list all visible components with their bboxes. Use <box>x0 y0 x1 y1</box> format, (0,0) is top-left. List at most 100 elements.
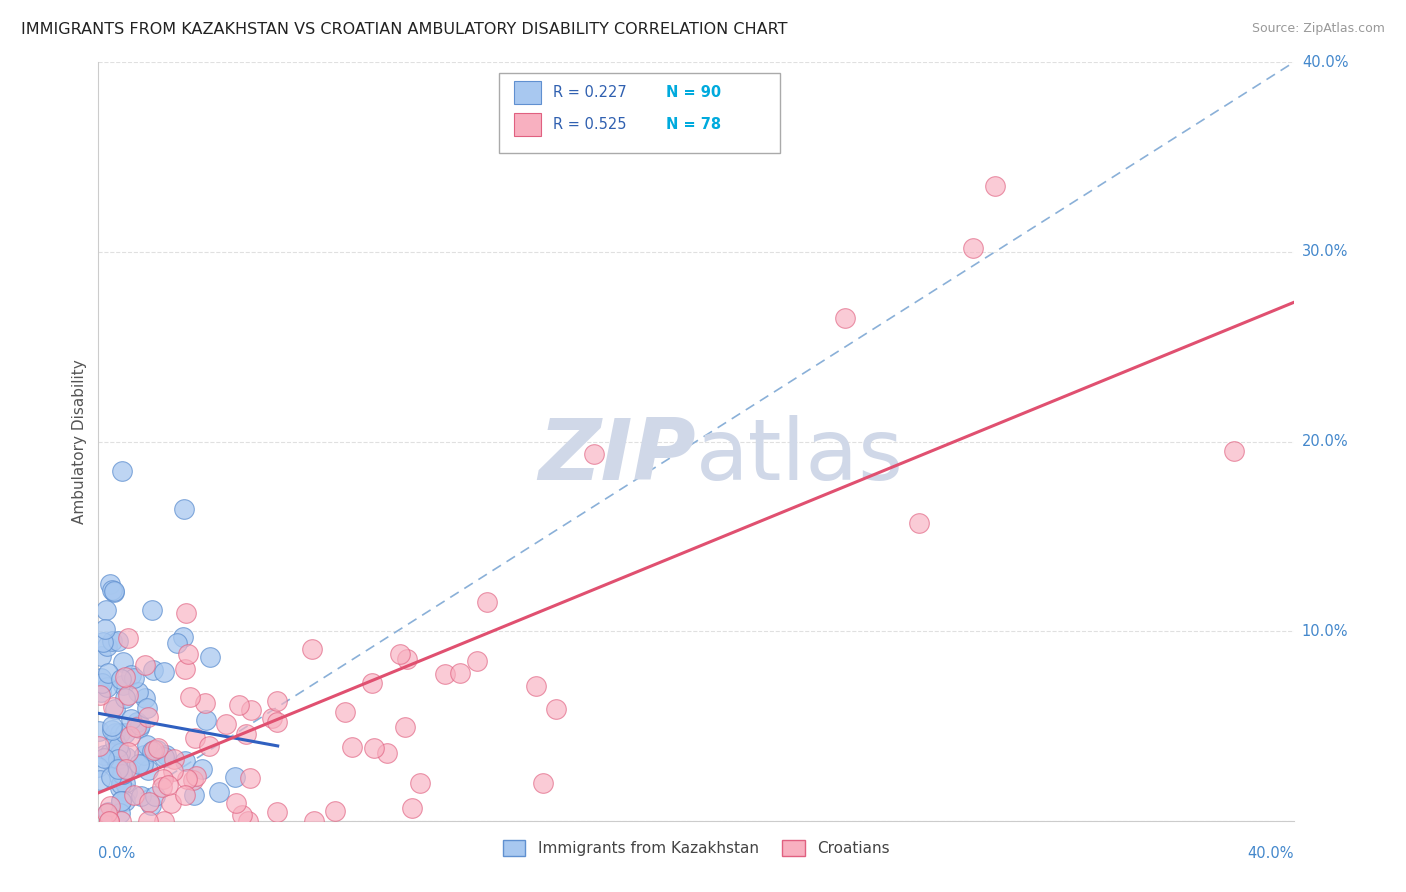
Point <box>115 762 138 776</box>
Text: 0.0%: 0.0% <box>98 846 135 861</box>
Point <box>107 634 129 648</box>
Point <box>96 640 118 654</box>
Point <box>103 584 125 599</box>
Point <box>132 747 155 762</box>
Point <box>107 739 129 754</box>
Point <box>111 767 134 781</box>
Point <box>100 755 122 769</box>
Point <box>174 662 197 676</box>
Point <box>194 713 217 727</box>
Point <box>240 703 263 717</box>
Point <box>98 814 121 828</box>
Point <box>142 742 165 756</box>
Point <box>323 804 346 818</box>
Point <box>266 714 288 729</box>
Point <box>112 678 135 692</box>
Point <box>155 748 177 763</box>
Point <box>340 740 363 755</box>
Point <box>114 725 136 739</box>
FancyBboxPatch shape <box>499 73 780 153</box>
Point <box>194 696 217 710</box>
Point <box>173 501 195 516</box>
Point <box>198 649 221 664</box>
Point <box>260 711 283 725</box>
Point <box>141 603 163 617</box>
Point <box>111 767 134 781</box>
Point <box>89 688 111 702</box>
Point <box>198 739 221 754</box>
Point <box>100 770 122 784</box>
Point <box>114 670 136 684</box>
Point <box>224 770 246 784</box>
Point <box>145 789 167 804</box>
Point <box>152 814 174 828</box>
Point <box>239 771 262 785</box>
Point <box>174 788 197 802</box>
Point <box>363 741 385 756</box>
Point <box>166 636 188 650</box>
Point <box>235 727 257 741</box>
Point <box>173 754 195 768</box>
Point <box>141 744 163 758</box>
Point <box>176 772 198 787</box>
Point <box>434 666 457 681</box>
Point <box>962 241 984 255</box>
Point <box>146 742 169 756</box>
Point <box>177 647 200 661</box>
Point <box>94 602 117 616</box>
Point <box>87 759 110 773</box>
Point <box>110 672 132 686</box>
Point <box>104 735 127 749</box>
Text: N = 90: N = 90 <box>666 86 721 100</box>
Point <box>90 648 112 663</box>
Point <box>124 788 146 802</box>
Point <box>128 718 150 732</box>
Point <box>157 778 180 792</box>
Point <box>266 694 288 708</box>
Point <box>546 702 568 716</box>
Text: atlas: atlas <box>696 415 904 499</box>
Point <box>115 750 138 764</box>
Point <box>111 464 134 478</box>
Text: N = 78: N = 78 <box>666 117 721 132</box>
Point <box>183 788 205 802</box>
Point <box>118 763 141 777</box>
Point <box>93 747 115 762</box>
Point <box>152 772 174 786</box>
Point <box>152 665 174 680</box>
Point <box>401 800 423 814</box>
Point <box>124 720 146 734</box>
Point <box>120 712 142 726</box>
Text: 40.0%: 40.0% <box>1302 55 1348 70</box>
Point <box>98 746 121 760</box>
Text: 20.0%: 20.0% <box>1302 434 1348 449</box>
Point <box>87 739 110 753</box>
Text: R = 0.525: R = 0.525 <box>553 117 626 132</box>
Point <box>117 688 139 702</box>
Point <box>136 763 159 777</box>
Point <box>90 685 112 699</box>
Point <box>89 773 111 788</box>
Point <box>107 762 129 776</box>
Point <box>128 757 150 772</box>
Point <box>108 726 131 740</box>
Point <box>104 726 127 740</box>
Point <box>360 676 382 690</box>
Point <box>236 814 259 828</box>
Point <box>134 658 156 673</box>
Point <box>225 796 247 810</box>
Point <box>142 663 165 677</box>
Point <box>184 731 207 746</box>
Point <box>120 668 142 682</box>
Text: ZIP: ZIP <box>538 415 696 499</box>
Point <box>394 720 416 734</box>
Point <box>98 577 121 591</box>
Point <box>101 634 124 648</box>
Point <box>114 793 136 807</box>
Point <box>396 652 419 666</box>
FancyBboxPatch shape <box>515 113 541 136</box>
Point <box>449 665 471 680</box>
Point <box>228 698 250 712</box>
Point <box>110 794 132 808</box>
Text: R = 0.227: R = 0.227 <box>553 86 626 100</box>
